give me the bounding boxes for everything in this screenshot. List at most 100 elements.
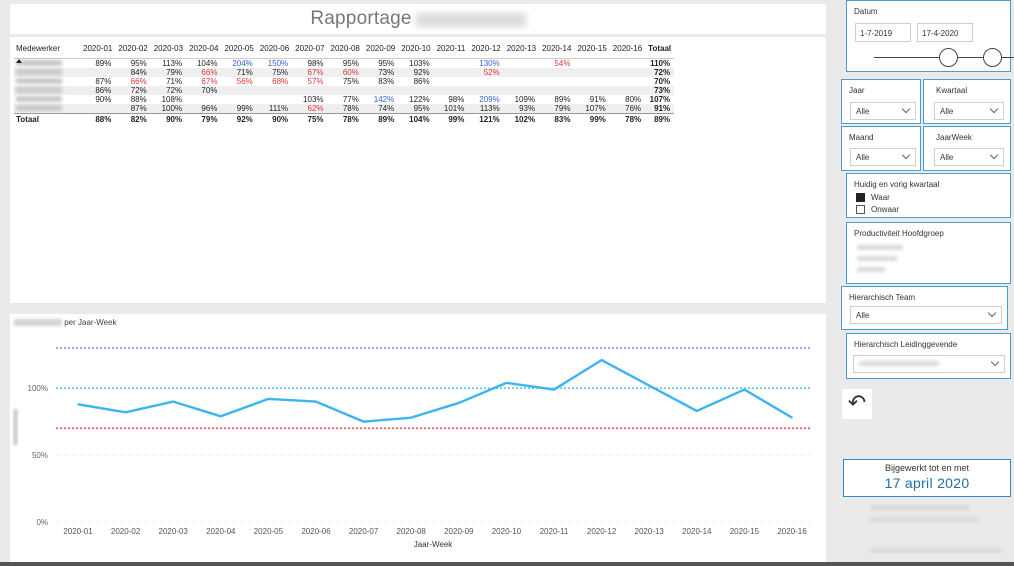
table-cell[interactable]: 67% xyxy=(201,76,218,86)
table-cell[interactable]: 54% xyxy=(554,58,571,68)
kwartaal-slicer[interactable]: Kwartaal Alle xyxy=(923,79,1011,124)
quarter-toggle-slicer[interactable]: Huidig en vorig kwartaal Waar Onwaar xyxy=(846,173,1011,218)
table-cell[interactable]: 95% xyxy=(342,58,359,68)
week-column-header[interactable]: 2020-14 xyxy=(539,40,575,59)
table-cell[interactable]: 98% xyxy=(448,94,465,104)
table-cell[interactable] xyxy=(433,67,469,77)
table-cell[interactable]: 113% xyxy=(468,103,504,113)
total-cell[interactable]: 78% xyxy=(327,112,363,126)
maand-dropdown[interactable]: Alle xyxy=(850,148,916,166)
maand-slicer[interactable]: Maand Alle xyxy=(841,126,921,171)
total-cell[interactable]: 79% xyxy=(186,112,222,126)
table-cell[interactable] xyxy=(433,85,469,95)
jaar-dropdown[interactable]: Alle xyxy=(850,102,916,120)
date-start-field[interactable]: 1-7-2019 xyxy=(855,23,911,42)
table-cell[interactable]: 111% xyxy=(256,103,293,113)
jaarweek-slicer[interactable]: JaarWeek Alle xyxy=(923,126,1011,171)
table-cell[interactable] xyxy=(609,67,646,77)
table-cell[interactable]: 62% xyxy=(292,103,328,113)
grand-total-cell[interactable]: 89% xyxy=(645,112,675,126)
week-column-header[interactable]: 2020-09 xyxy=(362,40,399,59)
table-cell[interactable] xyxy=(256,85,293,95)
total-cell[interactable]: 92% xyxy=(221,112,257,126)
total-cell[interactable]: 99% xyxy=(574,112,610,126)
week-column-header[interactable]: 2020-16 xyxy=(609,40,646,59)
employee-column-header[interactable]: Medewerker xyxy=(14,40,80,59)
table-cell[interactable]: 101% xyxy=(433,103,469,113)
week-column-header[interactable]: 2020-05 xyxy=(221,40,257,59)
table-cell[interactable]: 87% xyxy=(95,76,112,86)
table-cell[interactable] xyxy=(80,103,116,113)
table-cell[interactable]: 52% xyxy=(468,67,504,77)
table-cell[interactable]: 60% xyxy=(327,67,363,77)
table-cell[interactable] xyxy=(539,85,575,95)
table-cell[interactable] xyxy=(539,67,575,77)
table-cell[interactable]: 88% xyxy=(130,94,147,104)
table-cell[interactable]: 68% xyxy=(272,76,289,86)
total-cell[interactable]: 88% xyxy=(80,112,116,126)
table-cell[interactable] xyxy=(257,95,292,104)
jaar-slicer[interactable]: Jaar Alle xyxy=(841,79,921,124)
table-cell[interactable]: 89% xyxy=(95,58,112,68)
table-cell[interactable]: 72% xyxy=(115,85,151,95)
week-column-header[interactable]: 2020-02 xyxy=(115,40,151,59)
table-cell[interactable]: 70% xyxy=(186,85,222,95)
week-column-header[interactable]: 2020-11 xyxy=(433,40,469,59)
total-cell[interactable]: 89% xyxy=(362,112,399,126)
total-cell[interactable]: 102% xyxy=(503,112,540,126)
table-cell[interactable]: 89% xyxy=(554,94,571,104)
total-cell[interactable]: 104% xyxy=(398,112,434,126)
table-row[interactable]: 87% 66% 71% 67% 56% 68% 57% 75% 83% 86% 70% xyxy=(14,77,674,86)
checkbox-checked-icon[interactable] xyxy=(856,193,865,203)
date-end-field[interactable]: 17-4-2020 xyxy=(917,23,973,42)
employee-name-redacted[interactable] xyxy=(14,67,80,77)
jaarweek-dropdown[interactable]: Alle xyxy=(934,148,1004,166)
table-cell[interactable]: 76% xyxy=(609,103,646,113)
hoofdgroep-slicer[interactable]: Productiviteit Hoofdgroep xyxy=(846,222,1011,284)
table-cell[interactable]: 79% xyxy=(150,67,187,77)
table-cell[interactable]: 93% xyxy=(503,103,540,113)
table-cell[interactable] xyxy=(468,77,503,86)
table-cell[interactable]: 113% xyxy=(162,58,183,68)
week-column-header[interactable]: 2020-01 xyxy=(80,40,116,59)
table-cell[interactable] xyxy=(574,67,610,77)
team-slicer[interactable]: Hierarchisch Team Alle xyxy=(841,286,1008,330)
total-column-header[interactable]: Totaal xyxy=(645,40,675,59)
totals-row[interactable]: Totaal 88% 82% 90% 79% 92% 90% 75% 78% 89% 104% 99%… xyxy=(14,112,675,126)
week-column-header[interactable]: 2020-06 xyxy=(256,40,293,59)
table-cell[interactable]: 130% xyxy=(479,58,500,68)
row-total-cell[interactable]: 73% xyxy=(645,85,675,95)
table-cell[interactable]: 75% xyxy=(256,67,293,77)
sort-ascending-icon[interactable] xyxy=(16,59,22,63)
table-cell[interactable]: 150% xyxy=(267,58,289,68)
table-cell[interactable]: 72% xyxy=(150,85,187,95)
table-cell[interactable]: 71% xyxy=(166,76,183,86)
table-cell[interactable] xyxy=(574,77,609,86)
table-cell[interactable]: 86% xyxy=(413,76,430,86)
table-cell[interactable]: 87% xyxy=(115,103,151,113)
table-cell[interactable] xyxy=(504,58,539,68)
table-cell[interactable]: 108% xyxy=(161,94,183,104)
table-cell[interactable] xyxy=(327,85,363,95)
table-cell[interactable] xyxy=(186,95,221,104)
row-total-cell[interactable]: 72% xyxy=(645,67,675,77)
table-row[interactable]: 86% 72% 72% 70% 73% xyxy=(14,85,675,95)
hoofdgroep-option-redacted[interactable] xyxy=(857,256,897,261)
table-cell[interactable]: 96% xyxy=(186,103,222,113)
employee-name-redacted[interactable] xyxy=(14,77,80,86)
table-cell[interactable]: 67% xyxy=(292,67,328,77)
option-waar[interactable]: Waar xyxy=(856,193,890,203)
table-cell[interactable]: 66% xyxy=(186,67,222,77)
productivity-matrix[interactable]: Medewerker 2020-01 2020-02 2020-03 2020-… xyxy=(10,37,826,303)
table-cell[interactable]: 204% xyxy=(232,58,253,68)
table-cell[interactable]: 92% xyxy=(398,67,434,77)
table-cell[interactable] xyxy=(434,77,469,86)
table-cell[interactable] xyxy=(434,58,469,68)
leidinggevende-slicer[interactable]: Hierarchisch Leidinggevende xyxy=(846,333,1011,379)
employee-name-redacted[interactable] xyxy=(14,95,80,104)
table-cell[interactable]: 83% xyxy=(378,76,395,86)
table-cell[interactable] xyxy=(80,67,116,77)
table-cell[interactable] xyxy=(221,95,256,104)
week-column-header[interactable]: 2020-03 xyxy=(150,40,187,59)
table-row[interactable]: 84% 79% 66% 71% 75% 67% 60% 73% 92% 52% 72% xyxy=(14,67,675,77)
